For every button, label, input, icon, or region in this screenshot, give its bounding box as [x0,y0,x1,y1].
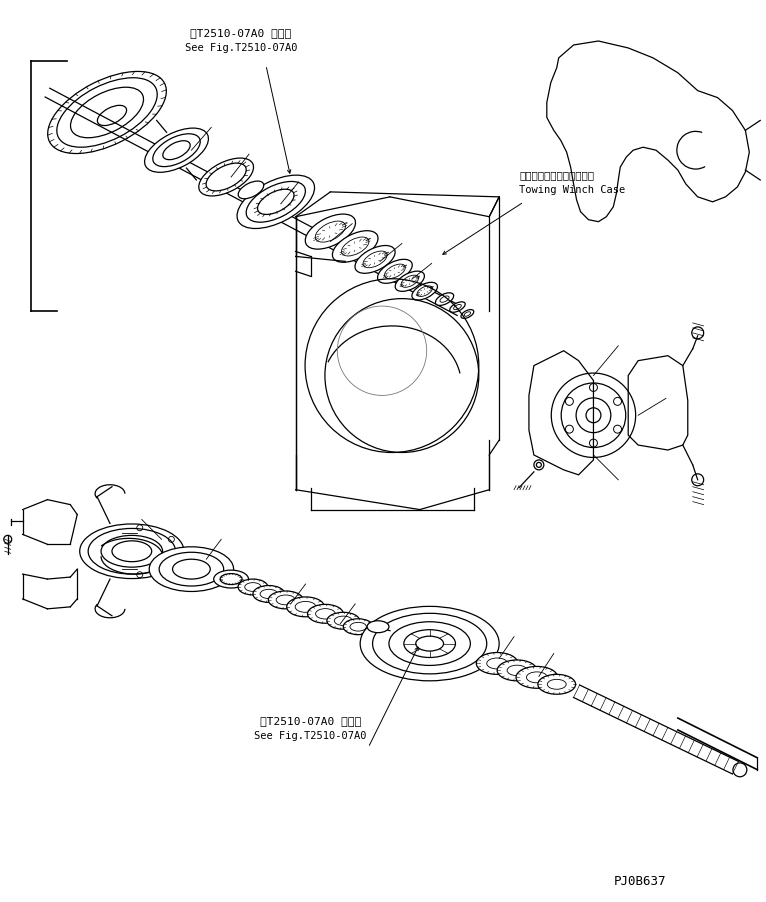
Text: トーインダウィンチケース: トーインダウィンチケース [519,170,594,180]
Ellipse shape [476,652,518,675]
Ellipse shape [149,547,234,592]
Ellipse shape [238,181,264,198]
Text: See Fig.T2510-07A0: See Fig.T2510-07A0 [254,731,367,741]
Text: Towing Winch Case: Towing Winch Case [519,185,625,195]
Ellipse shape [435,293,453,306]
Ellipse shape [538,675,575,695]
Ellipse shape [327,612,360,630]
Ellipse shape [367,621,389,632]
Ellipse shape [237,175,315,228]
Ellipse shape [412,282,437,300]
Ellipse shape [306,214,355,249]
Ellipse shape [450,302,465,312]
Ellipse shape [461,309,474,318]
Ellipse shape [308,604,343,623]
Text: 第T2510-07A0 図参照: 第T2510-07A0 図参照 [191,28,292,38]
Ellipse shape [286,597,325,617]
Ellipse shape [395,272,424,291]
Ellipse shape [355,245,395,273]
Text: PJ0B637: PJ0B637 [614,875,666,888]
Ellipse shape [214,570,248,588]
Ellipse shape [378,259,412,283]
Ellipse shape [332,231,378,262]
Ellipse shape [80,524,184,578]
Text: 第T2510-07A0 図参照: 第T2510-07A0 図参照 [260,716,361,726]
Ellipse shape [360,606,499,681]
Ellipse shape [253,585,285,603]
Ellipse shape [238,579,268,595]
Text: See Fig.T2510-07A0: See Fig.T2510-07A0 [185,43,297,53]
Ellipse shape [145,128,208,172]
Ellipse shape [516,667,558,688]
Ellipse shape [497,660,537,681]
Ellipse shape [198,158,254,196]
Ellipse shape [343,619,373,635]
Ellipse shape [268,591,303,609]
